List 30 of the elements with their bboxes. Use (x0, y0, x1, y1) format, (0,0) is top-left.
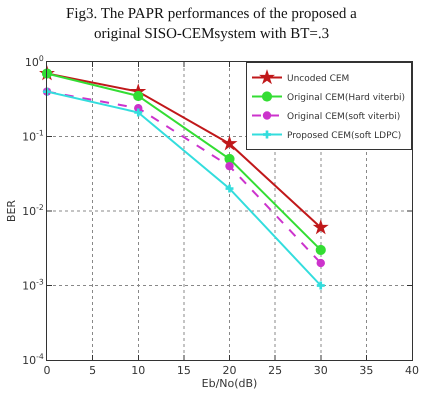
x-tick-label: 40 (405, 364, 419, 378)
legend-label: Original CEM(soft viterbi) (287, 112, 400, 122)
point (226, 184, 234, 193)
x-tick-label: 5 (89, 364, 96, 378)
point (316, 258, 325, 268)
y-tick-label: 10$^{-3}$ (22, 278, 44, 292)
point (222, 135, 238, 151)
x-tick-label: 15 (176, 364, 191, 378)
y-tick-label: 10$^{-2}$ (22, 203, 44, 218)
point (316, 244, 326, 256)
point (134, 108, 142, 116)
chart-subtitle: original SISO-CEMsystem with BT=.3 (94, 26, 330, 42)
point (225, 162, 234, 170)
y-tick-label: 10$^{-4}$ (22, 352, 44, 367)
x-tick-label: 25 (268, 364, 282, 378)
point (316, 282, 325, 290)
x-tick-label: 0 (44, 364, 50, 378)
legend-label: Proposed CEM(soft LDPC) (287, 131, 402, 142)
x-tick-label: 30 (314, 364, 328, 378)
legend-label: Original CEM(Hard viterbi) (287, 93, 406, 104)
y-tick-label: 10$^{0}$ (24, 54, 44, 69)
point (312, 219, 329, 234)
x-tick-label: 35 (359, 364, 374, 378)
chart-title: Fig3. The PAPR performances of the proposed a (66, 6, 358, 22)
x-axis-title: Eb/No(dB) (202, 377, 258, 390)
legend-label: Uncoded CEM (287, 74, 350, 84)
y-axis-title: BER (4, 200, 18, 222)
x-tick-label: 20 (222, 364, 236, 378)
x-tick-label: 10 (131, 364, 146, 378)
y-tick-label: 10$^{-1}$ (22, 128, 44, 144)
